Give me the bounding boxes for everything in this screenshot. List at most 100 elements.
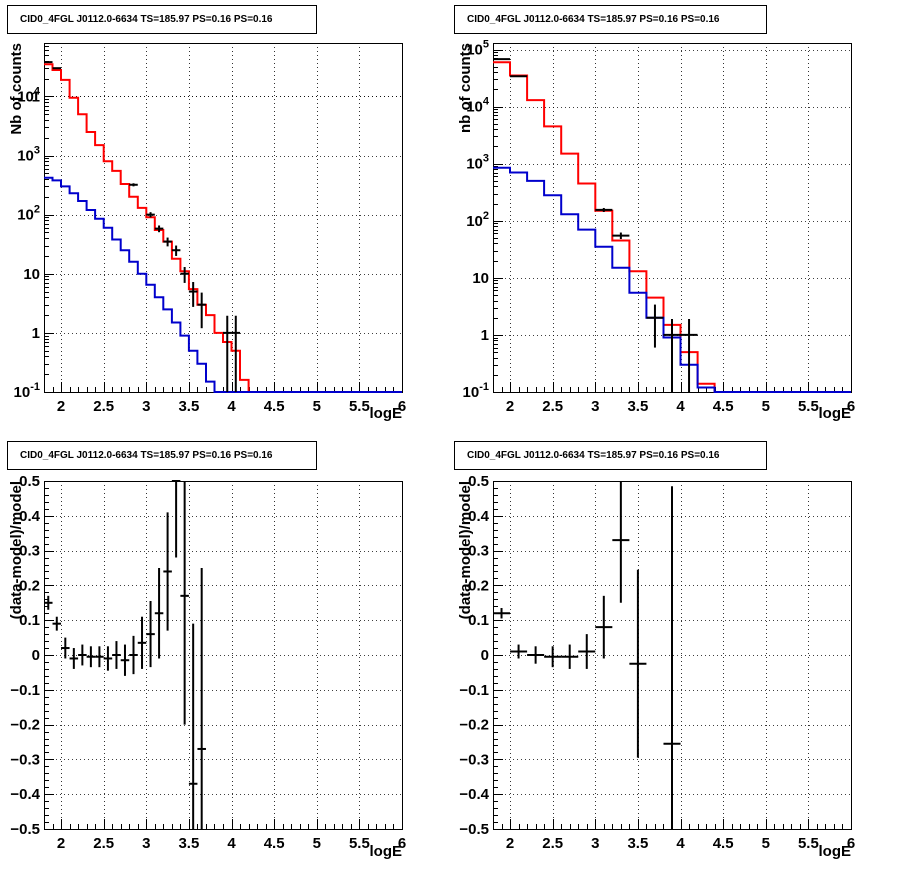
y-tick-label: 0.3: [19, 543, 40, 560]
data-point: [188, 282, 198, 307]
data-point: [493, 608, 511, 619]
data-point: [154, 568, 164, 659]
y-tick-label: 102: [17, 204, 40, 224]
y-axis-label: (data-model)/model: [8, 481, 25, 619]
y-tick-label: −0.4: [10, 786, 40, 803]
x-tick-label: 5: [762, 835, 770, 852]
data-point: [103, 646, 113, 671]
data-point: [595, 595, 613, 659]
model-step-series-2: [44, 176, 402, 393]
data-point: [663, 319, 681, 392]
x-tick-label: 3: [591, 398, 599, 415]
data-point: [223, 315, 232, 392]
panel-4: CID0_4FGL J0112.0-6634 TS=185.97 PS=0.16…: [454, 441, 855, 860]
data-point: [44, 61, 53, 64]
x-tick-label: 2: [57, 398, 65, 415]
x-tick-label: 3.5: [178, 398, 199, 415]
x-axis-label: logE: [819, 405, 852, 422]
data-point: [61, 637, 70, 659]
y-tick-label: 104: [466, 96, 490, 116]
y-tick-label: 10: [472, 270, 489, 287]
x-tick-label: 2.5: [542, 398, 563, 415]
panel-1: CID0_4FGL J0112.0-6634 TS=185.97 PS=0.16…: [7, 5, 406, 422]
x-tick-label: 2: [57, 835, 65, 852]
x-tick-label: 6: [398, 398, 406, 415]
data-point: [146, 601, 155, 668]
y-tick-label: −0.2: [459, 717, 489, 734]
x-axis-label: logE: [370, 405, 403, 422]
data-point: [137, 616, 147, 669]
x-tick-label: 3: [142, 835, 150, 852]
y-tick-label: 104: [17, 85, 41, 105]
y-axis-label: (data-model)/model: [457, 481, 474, 619]
model-step-series-1: [493, 61, 851, 393]
y-tick-label: 103: [466, 153, 489, 173]
chart-title: CID0_4FGL J0112.0-6634 TS=185.97 PS=0.16…: [20, 14, 273, 25]
y-tick-label: 0: [481, 647, 489, 664]
data-point: [78, 644, 87, 666]
data-point: [231, 315, 241, 392]
x-tick-label: 2.5: [93, 835, 114, 852]
x-tick-label: 6: [847, 398, 855, 415]
x-tick-label: 3.5: [178, 835, 199, 852]
model-step-series-1: [44, 63, 402, 393]
y-tick-label: 10-1: [463, 381, 489, 401]
y-tick-label: −0.3: [459, 751, 489, 768]
data-point: [171, 480, 181, 558]
y-tick-label: 0.2: [468, 577, 489, 594]
data-point: [197, 292, 206, 329]
y-tick-label: −0.1: [10, 682, 40, 699]
y-tick-label: −0.1: [459, 682, 489, 699]
x-tick-label: 5.5: [349, 398, 370, 415]
data-point: [129, 635, 138, 675]
x-tick-label: 5: [313, 835, 321, 852]
y-tick-label: 0.1: [468, 612, 489, 629]
y-axis-label: nb of counts: [457, 43, 474, 133]
y-axis-label: Nb of counts: [8, 43, 25, 135]
title-box: [7, 5, 317, 34]
x-tick-label: 4.5: [264, 398, 285, 415]
y-tick-label: 1: [32, 325, 40, 342]
data-point: [112, 641, 121, 669]
y-tick-label: 102: [466, 210, 489, 230]
data-point: [527, 646, 545, 664]
y-tick-label: 0.5: [468, 473, 489, 490]
data-point: [154, 225, 164, 233]
data-point: [86, 646, 96, 668]
x-tick-label: 3.5: [627, 398, 648, 415]
y-tick-label: 10: [23, 266, 40, 283]
panel-2: CID0_4FGL J0112.0-6634 TS=185.97 PS=0.16…: [454, 5, 855, 422]
x-tick-label: 5.5: [349, 835, 370, 852]
data-point: [163, 237, 172, 247]
panel-3: CID0_4FGL J0112.0-6634 TS=185.97 PS=0.16…: [7, 441, 406, 860]
data-point: [578, 634, 596, 669]
x-tick-label: 4: [227, 398, 236, 415]
data-point: [171, 245, 181, 256]
x-tick-label: 6: [847, 835, 855, 852]
y-tick-label: 0.4: [19, 508, 41, 525]
y-tick-label: 0.5: [19, 473, 40, 490]
y-tick-label: −0.5: [459, 821, 489, 838]
data-point: [120, 644, 130, 676]
x-tick-label: 4.5: [713, 398, 734, 415]
data-point: [52, 67, 62, 70]
data-point: [44, 595, 53, 610]
data-point: [163, 512, 172, 631]
x-tick-label: 3.5: [627, 835, 648, 852]
data-point: [629, 569, 647, 758]
data-point: [69, 648, 79, 669]
x-tick-label: 3: [142, 398, 150, 415]
data-point: [680, 319, 698, 392]
x-tick-label: 2.5: [542, 835, 563, 852]
chart-title: CID0_4FGL J0112.0-6634 TS=185.97 PS=0.16…: [467, 450, 720, 461]
x-tick-label: 3: [591, 835, 599, 852]
chart-title: CID0_4FGL J0112.0-6634 TS=185.97 PS=0.16…: [467, 14, 720, 25]
x-tick-label: 2: [506, 835, 514, 852]
data-point: [129, 183, 138, 187]
x-tick-label: 5.5: [798, 398, 819, 415]
x-tick-label: 6: [398, 835, 406, 852]
data-point: [510, 644, 528, 659]
model-step-series-2: [493, 166, 851, 393]
data-point: [612, 481, 630, 603]
